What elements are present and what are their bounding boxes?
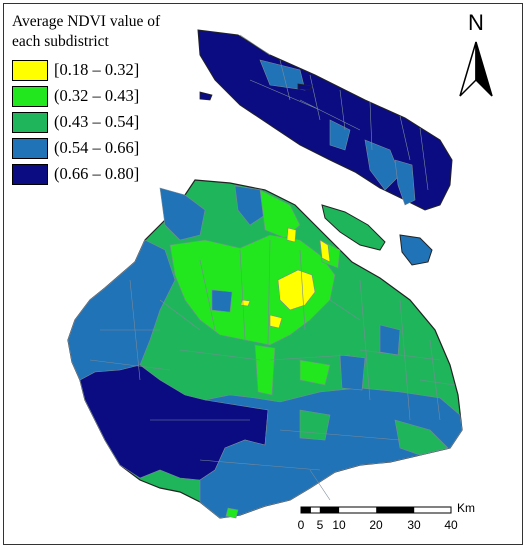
legend-item: (0.32 – 0.43] — [12, 83, 187, 109]
chongming-island — [197, 29, 453, 211]
legend-label: (0.43 – 0.54] — [54, 112, 140, 131]
north-arrow-icon — [459, 41, 493, 97]
scale-tick-label: 0 — [297, 518, 305, 532]
legend-title-line: Average NDVI value of — [12, 13, 161, 30]
legend-swatch — [12, 59, 48, 81]
scale-unit: Km — [457, 501, 475, 515]
hengsha-island — [399, 234, 433, 266]
legend-item: [0.18 – 0.32] — [12, 57, 187, 83]
islet — [199, 91, 213, 101]
mainland — [67, 179, 463, 519]
legend-title-line: each subdistrict — [12, 33, 109, 50]
legend: Average NDVI value of each subdistrict [… — [12, 12, 187, 187]
scale-tick-label: 20 — [369, 518, 383, 532]
changxing-island — [321, 204, 386, 251]
scale-tick-label: 40 — [444, 518, 458, 532]
legend-swatch — [12, 111, 48, 133]
legend-label: [0.18 – 0.32] — [54, 60, 140, 79]
legend-title: Average NDVI value of each subdistrict — [12, 12, 187, 52]
legend-item: (0.54 – 0.66] — [12, 135, 187, 161]
legend-label: (0.32 – 0.43] — [54, 86, 140, 105]
islet — [297, 83, 313, 91]
scale-tick-label: 30 — [407, 518, 421, 532]
scale-bar — [300, 506, 452, 514]
legend-item: (0.66 – 0.80] — [12, 161, 187, 187]
scale-tick-label: 10 — [332, 518, 346, 532]
scale-tick-label: 5 — [316, 518, 324, 532]
legend-swatch — [12, 85, 48, 107]
legend-label: (0.66 – 0.80] — [54, 164, 140, 183]
north-label: N — [468, 10, 484, 35]
legend-swatch — [12, 137, 48, 159]
legend-item: (0.43 – 0.54] — [12, 109, 187, 135]
legend-swatch — [12, 163, 48, 185]
legend-label: (0.54 – 0.66] — [54, 138, 140, 157]
